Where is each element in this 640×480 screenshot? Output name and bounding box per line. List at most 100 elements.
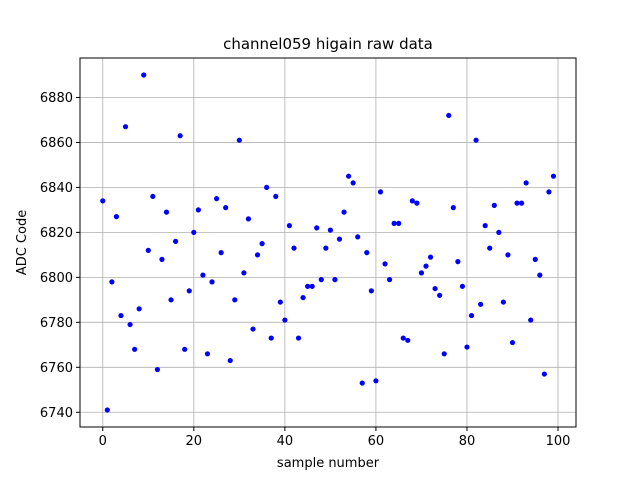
y-tick-label: 6840 xyxy=(40,181,73,196)
data-point xyxy=(277,299,283,305)
data-point xyxy=(455,259,461,265)
data-point xyxy=(118,312,124,319)
data-point xyxy=(336,236,343,242)
data-point xyxy=(323,245,329,251)
x-tick-label: 0 xyxy=(99,434,107,449)
data-point xyxy=(446,112,452,119)
data-point xyxy=(177,133,183,139)
data-point xyxy=(546,189,552,195)
x-tick-label: 20 xyxy=(186,434,203,449)
data-point xyxy=(141,72,147,78)
data-point xyxy=(191,229,197,235)
data-point xyxy=(418,270,425,276)
data-point xyxy=(173,238,179,244)
data-point xyxy=(286,223,293,229)
data-point xyxy=(218,250,224,256)
data-point xyxy=(491,202,497,208)
x-tick-label: 100 xyxy=(546,434,571,449)
data-point xyxy=(500,299,506,305)
data-point xyxy=(104,407,110,413)
data-point xyxy=(213,196,220,202)
data-point xyxy=(441,351,447,357)
y-axis-label: ADC Code xyxy=(15,210,30,275)
data-point xyxy=(482,223,488,229)
data-point xyxy=(468,312,475,319)
x-tick-label: 60 xyxy=(368,434,385,449)
data-point xyxy=(414,200,420,206)
data-point xyxy=(159,256,165,262)
data-point xyxy=(409,198,415,204)
data-point xyxy=(518,200,525,206)
y-tick-label: 6800 xyxy=(40,271,73,286)
y-tick-label: 6780 xyxy=(40,316,73,331)
data-point xyxy=(245,216,252,222)
data-point xyxy=(100,198,106,204)
data-point xyxy=(346,173,352,179)
data-point xyxy=(291,245,297,251)
data-point xyxy=(437,292,443,298)
y-tick-label: 6860 xyxy=(40,136,73,151)
x-axis-label: sample number xyxy=(277,456,380,471)
data-point xyxy=(204,351,211,357)
data-point xyxy=(350,180,356,186)
data-point xyxy=(377,189,384,195)
data-point xyxy=(368,288,374,294)
data-point xyxy=(113,214,120,220)
data-point xyxy=(209,279,215,285)
y-tick-label: 6820 xyxy=(40,226,73,241)
data-point xyxy=(359,380,365,386)
data-point xyxy=(259,241,265,247)
data-point xyxy=(223,205,229,211)
data-point xyxy=(250,326,256,332)
data-point xyxy=(195,207,201,213)
x-tick-label: 80 xyxy=(459,434,476,449)
data-point xyxy=(450,205,456,211)
data-point xyxy=(459,283,466,289)
data-point xyxy=(364,250,370,256)
data-point xyxy=(396,220,402,226)
data-point xyxy=(132,346,138,352)
data-point xyxy=(200,272,206,278)
data-point xyxy=(382,261,388,267)
data-point xyxy=(505,252,511,258)
data-point xyxy=(314,225,320,231)
data-point xyxy=(341,209,347,215)
data-point xyxy=(514,200,520,206)
data-point xyxy=(550,173,557,179)
data-point xyxy=(150,193,156,200)
data-point xyxy=(145,247,151,253)
data-point xyxy=(136,306,142,312)
data-point xyxy=(254,252,261,258)
data-point xyxy=(127,321,133,328)
data-point xyxy=(509,339,516,346)
data-point xyxy=(532,256,538,262)
data-point xyxy=(405,337,411,343)
data-point xyxy=(541,371,547,377)
data-point xyxy=(373,378,379,384)
data-point xyxy=(300,294,306,301)
y-tick-label: 6740 xyxy=(40,406,73,421)
data-point xyxy=(186,288,192,294)
x-axis-ticks: 0 20 40 60 80 100 xyxy=(99,427,571,449)
chart-title: channel059 higain raw data xyxy=(223,35,433,53)
data-point xyxy=(327,227,333,233)
data-point xyxy=(182,346,188,352)
data-point xyxy=(537,272,543,278)
data-point xyxy=(232,297,238,303)
data-point xyxy=(355,234,361,240)
data-point xyxy=(487,245,493,251)
data-point xyxy=(478,301,484,307)
data-point xyxy=(318,277,324,283)
data-point xyxy=(432,285,438,292)
data-point xyxy=(282,317,288,323)
data-point xyxy=(168,297,174,303)
data-point xyxy=(273,193,279,200)
y-tick-label: 6760 xyxy=(40,361,73,376)
y-axis-ticks: 6740 6760 6780 6800 6820 6840 6860 6880 xyxy=(40,91,80,421)
data-point xyxy=(464,344,470,350)
data-point xyxy=(268,335,274,341)
data-point xyxy=(227,357,233,364)
data-point xyxy=(332,277,338,283)
